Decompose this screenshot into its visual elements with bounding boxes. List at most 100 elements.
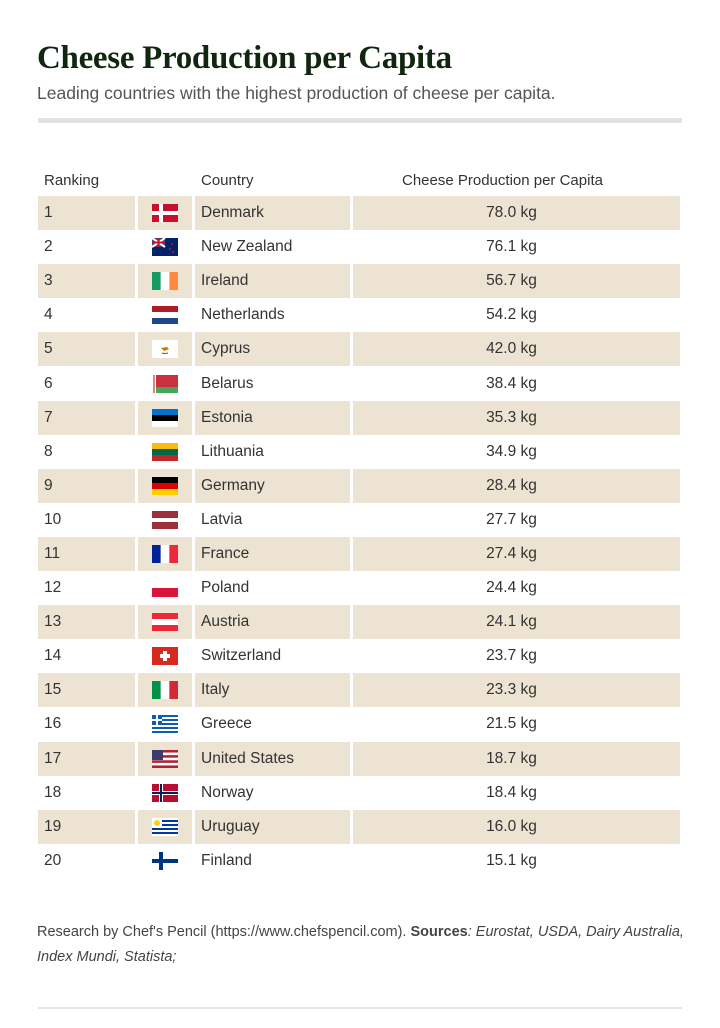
page-title: Cheese Production per Capita <box>37 40 452 76</box>
research-credit: Research by Chef's Pencil (https://www.c… <box>37 924 407 940</box>
value-cell: 21.5 kg <box>486 715 537 733</box>
flag-cy-icon <box>138 332 192 367</box>
flag-pl-icon <box>138 571 192 605</box>
rank-cell: 17 <box>38 741 135 776</box>
country-cell: Ireland <box>195 264 350 299</box>
flag-by-icon <box>138 366 192 400</box>
rank-cell: 7 <box>38 400 135 435</box>
country-cell: Switzerland <box>201 647 282 665</box>
country-cell: France <box>195 536 350 572</box>
value-cell: 54.2 kg <box>486 306 537 324</box>
rank-cell: 5 <box>38 332 135 367</box>
flag-fi-icon <box>138 844 192 878</box>
rank-cell: 14 <box>44 647 62 665</box>
rank-cell: 6 <box>44 374 53 392</box>
sources-label: Sources <box>410 924 468 940</box>
country-cell: Latvia <box>201 510 243 528</box>
table-row: 1 Denmark 78.0 kg <box>38 196 680 231</box>
flag-dk-icon <box>138 196 192 231</box>
table-row: 15 Italy 23.3 kg <box>38 673 680 708</box>
value-cell: 28.4 kg <box>353 468 680 503</box>
flag-gr-icon <box>138 707 192 741</box>
value-cell: 18.7 kg <box>353 741 680 776</box>
country-cell: Denmark <box>195 196 350 231</box>
rank-cell: 19 <box>38 809 135 844</box>
header-country: Country <box>201 172 254 189</box>
flag-us-icon <box>138 741 192 776</box>
value-cell: 34.9 kg <box>486 442 537 460</box>
rank-cell: 8 <box>44 442 53 460</box>
rank-cell: 3 <box>38 264 135 299</box>
rank-cell: 11 <box>38 536 135 572</box>
header-value: Cheese Production per Capita <box>402 172 603 189</box>
flag-at-icon <box>138 605 192 640</box>
table-row: 16 Greece 21.5 kg <box>38 707 680 741</box>
rank-cell: 13 <box>38 605 135 640</box>
value-cell: 35.3 kg <box>353 400 680 435</box>
country-cell: Estonia <box>195 400 350 435</box>
value-cell: 23.3 kg <box>353 673 680 708</box>
value-cell: 42.0 kg <box>353 332 680 367</box>
table-row: 8 Lithuania 34.9 kg <box>38 435 680 469</box>
rank-cell: 15 <box>38 673 135 708</box>
rank-cell: 4 <box>44 306 53 324</box>
value-cell: 24.4 kg <box>486 579 537 597</box>
flag-de-icon <box>138 468 192 503</box>
table-row: 11 France 27.4 kg <box>38 536 680 572</box>
country-cell: New Zealand <box>201 238 293 256</box>
table-row: 4 Netherlands 54.2 kg <box>38 298 680 332</box>
divider <box>38 118 682 123</box>
table-row: 13 Austria 24.1 kg <box>38 605 680 640</box>
rank-cell: 16 <box>44 715 62 733</box>
country-cell: Cyprus <box>195 332 350 367</box>
table-row: 10 Latvia 27.7 kg <box>38 503 680 537</box>
country-cell: Belarus <box>201 374 254 392</box>
country-cell: Greece <box>201 715 252 733</box>
table-row: 12 Poland 24.4 kg <box>38 571 680 605</box>
flag-nz-icon <box>138 230 192 264</box>
table-row: 7 Estonia 35.3 kg <box>38 400 680 435</box>
country-cell: Germany <box>195 468 350 503</box>
value-cell: 56.7 kg <box>353 264 680 299</box>
rank-cell: 18 <box>44 783 62 801</box>
ranking-table: 1 Denmark 78.0 kg 2 New Zealand 76.1 kg … <box>38 196 680 878</box>
flag-lt-icon <box>138 435 192 469</box>
flag-lv-icon <box>138 503 192 537</box>
flag-ch-icon <box>138 639 192 673</box>
flag-it-icon <box>138 673 192 708</box>
value-cell: 18.4 kg <box>486 783 537 801</box>
country-cell: Uruguay <box>195 809 350 844</box>
flag-ie-icon <box>138 264 192 299</box>
table-row: 9 Germany 28.4 kg <box>38 468 680 503</box>
country-cell: Norway <box>201 783 254 801</box>
footer-source: Research by Chef's Pencil (https://www.c… <box>37 920 687 970</box>
subtitle: Leading countries with the highest produ… <box>37 83 556 103</box>
table-row: 6 Belarus 38.4 kg <box>38 366 680 400</box>
table-row: 19 Uruguay 16.0 kg <box>38 809 680 844</box>
divider-bottom <box>38 1007 682 1009</box>
rank-cell: 20 <box>44 851 62 869</box>
value-cell: 15.1 kg <box>486 851 537 869</box>
rank-cell: 1 <box>38 196 135 231</box>
country-cell: United States <box>195 741 350 776</box>
flag-uy-icon <box>138 809 192 844</box>
rank-cell: 10 <box>44 510 62 528</box>
flag-no-icon <box>138 776 192 810</box>
value-cell: 78.0 kg <box>353 196 680 231</box>
table-row: 20 Finland 15.1 kg <box>38 844 680 878</box>
value-cell: 23.7 kg <box>486 647 537 665</box>
value-cell: 16.0 kg <box>353 809 680 844</box>
flag-fr-icon <box>138 536 192 572</box>
table-row: 17 United States 18.7 kg <box>38 741 680 776</box>
table-row: 3 Ireland 56.7 kg <box>38 264 680 299</box>
country-cell: Lithuania <box>201 442 264 460</box>
sources-list: : Eurostat, USDA, Dairy Australia, Index… <box>37 924 684 965</box>
country-cell: Italy <box>195 673 350 708</box>
value-cell: 27.4 kg <box>353 536 680 572</box>
table-row: 18 Norway 18.4 kg <box>38 776 680 810</box>
flag-ee-icon <box>138 400 192 435</box>
value-cell: 24.1 kg <box>353 605 680 640</box>
country-cell: Netherlands <box>201 306 285 324</box>
country-cell: Austria <box>195 605 350 640</box>
rank-cell: 2 <box>44 238 53 256</box>
